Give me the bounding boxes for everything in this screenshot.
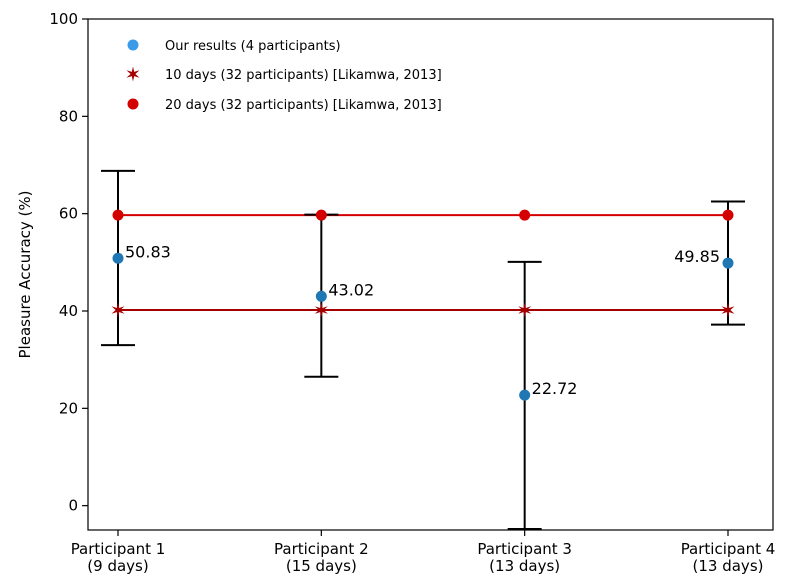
point-10-days xyxy=(314,302,328,318)
x-tick-label-line: Participant 1 xyxy=(71,540,166,558)
plot-frame xyxy=(87,18,774,531)
y-axis-title: Pleasure Accuracy (%) xyxy=(16,191,34,359)
plot-area: 50.83 43.02 22.72 49.85 xyxy=(101,169,745,531)
y-tick-label: 0 xyxy=(68,497,78,515)
y-tick-label: 40 xyxy=(59,302,78,320)
y-tick-label: 60 xyxy=(59,205,78,223)
legend-entry: 20 days (32 participants) [Likamwa, 2013… xyxy=(127,98,442,113)
point-our-results xyxy=(315,290,327,302)
x-tick-label: Participant 3 (13 days) xyxy=(477,540,572,575)
point-our-results xyxy=(722,257,734,269)
legend-label: Our results (4 participants) xyxy=(165,39,341,54)
y-tick-label: 100 xyxy=(49,10,78,28)
point-our-results xyxy=(112,252,124,264)
data-label: 43.02 xyxy=(328,280,374,299)
x-tick-label-line: Participant 2 xyxy=(274,540,369,558)
x-tick-label-line: Participant 4 xyxy=(681,540,776,558)
x-tick-label: Participant 2 (15 days) xyxy=(274,540,369,575)
x-tick-label-line: (13 days) xyxy=(489,557,560,575)
x-tick-label-line: (13 days) xyxy=(693,557,764,575)
legend-entry: 10 days (32 participants) [Likamwa, 2013… xyxy=(126,66,442,83)
legend-label: 10 days (32 participants) [Likamwa, 2013… xyxy=(165,68,442,83)
x-tick-label-line: Participant 3 xyxy=(477,540,572,558)
point-20-days xyxy=(519,209,531,221)
y-tick-label: 80 xyxy=(59,107,78,125)
x-tick-label-line: (9 days) xyxy=(87,557,148,575)
legend: Our results (4 participants) 10 days (32 … xyxy=(126,39,442,113)
point-10-days xyxy=(111,302,125,318)
point-10-days xyxy=(721,302,735,318)
legend-label: 20 days (32 participants) [Likamwa, 2013… xyxy=(165,98,442,113)
legend-marker xyxy=(126,66,140,82)
legend-entry: Our results (4 participants) xyxy=(127,39,341,54)
point-20-days xyxy=(722,209,734,221)
point-10-days xyxy=(518,302,532,318)
x-tick-label-line: (15 days) xyxy=(286,557,357,575)
legend-marker xyxy=(127,39,139,51)
x-tick-label: Participant 4 (13 days) xyxy=(681,540,776,575)
x-tick-label: Participant 1 (9 days) xyxy=(71,540,166,575)
y-tick-label: 20 xyxy=(59,399,78,417)
point-20-days xyxy=(112,209,124,221)
data-label: 49.85 xyxy=(674,247,720,266)
point-20-days xyxy=(315,209,327,221)
legend-marker xyxy=(127,98,139,110)
data-label: 22.72 xyxy=(532,379,578,398)
point-our-results xyxy=(519,389,531,401)
data-label: 50.83 xyxy=(125,242,171,261)
